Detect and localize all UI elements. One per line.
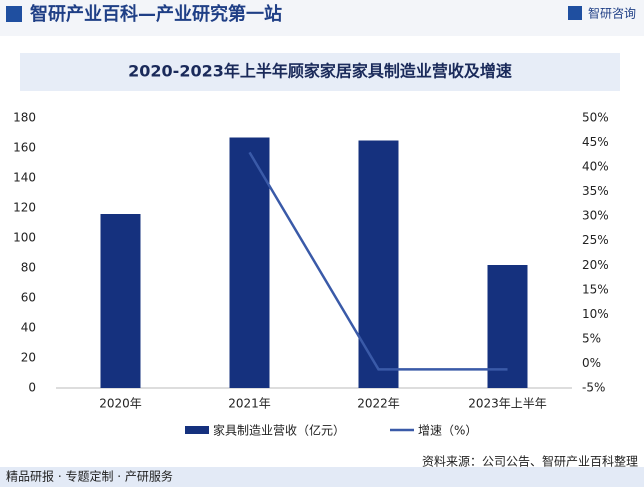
brand-icon [568, 6, 582, 20]
x-tick-label: 2021年 [228, 397, 271, 411]
bar [100, 214, 141, 388]
y-tick-label: 180 [13, 111, 36, 125]
footer-bar [0, 467, 644, 487]
logo-icon [6, 6, 22, 22]
brand: 智研咨询 [588, 6, 636, 21]
y2-tick-label: 15% [582, 282, 609, 296]
y2-tick-label: 0% [582, 356, 601, 370]
y-tick-label: 160 [13, 141, 36, 155]
header-title: 智研产业百科—产业研究第一站 [30, 3, 282, 25]
y-tick-label: 40 [21, 321, 36, 335]
y-tick-label: 20 [21, 351, 36, 365]
y2-tick-label: 40% [582, 160, 609, 174]
footer-left: 精品研报 · 专题定制 · 产研服务 [6, 469, 173, 484]
y2-tick-label: 25% [582, 233, 609, 247]
y2-tick-label: 50% [582, 111, 609, 125]
legend-label: 增速（%） [418, 424, 477, 438]
y2-tick-label: 45% [582, 135, 609, 149]
bar [487, 265, 528, 388]
y2-tick-label: 5% [582, 331, 601, 345]
bar [358, 140, 399, 388]
y-tick-label: 120 [13, 201, 36, 215]
x-tick-label: 2023年上半年 [468, 397, 547, 411]
y2-tick-label: -5% [582, 381, 605, 395]
y-tick-label: 60 [21, 291, 36, 305]
y2-tick-label: 20% [582, 258, 609, 272]
y-tick-label: 140 [13, 171, 36, 185]
title-box [20, 53, 620, 91]
y-tick-label: 0 [28, 381, 36, 395]
y2-tick-label: 30% [582, 209, 609, 223]
x-tick-label: 2022年 [357, 397, 400, 411]
y2-tick-label: 35% [582, 184, 609, 198]
x-tick-label: 2020年 [99, 397, 142, 411]
legend-swatch [185, 426, 209, 434]
y2-tick-label: 10% [582, 307, 609, 321]
y-tick-label: 80 [21, 261, 36, 275]
chart-title: 2020-2023年上半年顾家家居家具制造业营收及增速 [128, 62, 512, 81]
y-tick-label: 100 [13, 231, 36, 245]
source: 资料来源：公司公告、智研产业百科整理 [422, 454, 638, 469]
bar [229, 137, 270, 388]
line [248, 151, 508, 371]
legend-label: 家具制造业营收（亿元） [213, 423, 345, 438]
header-bar [0, 0, 644, 36]
